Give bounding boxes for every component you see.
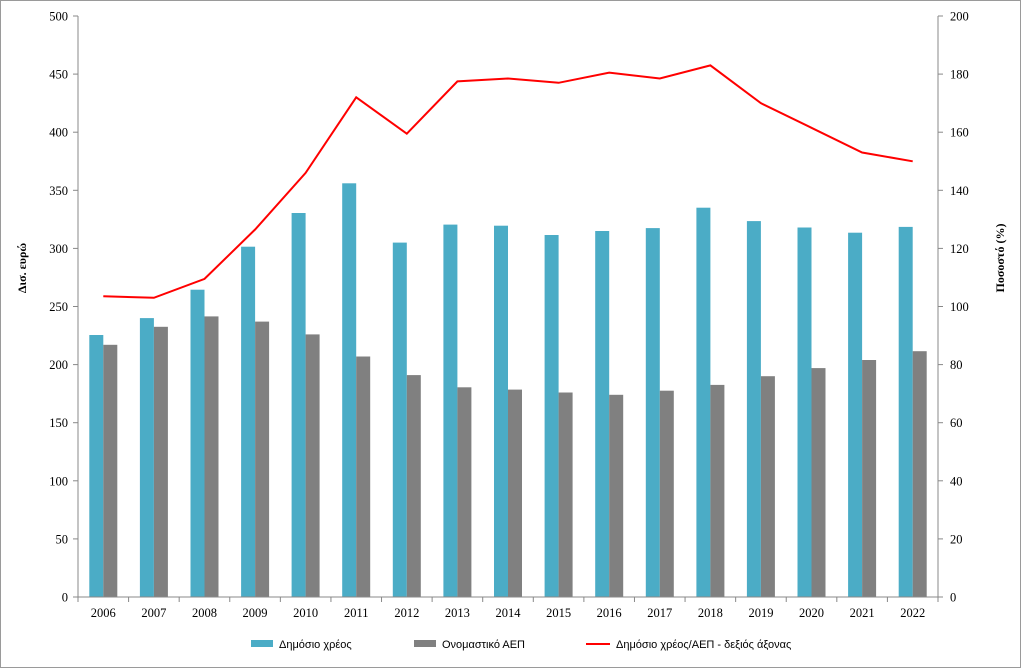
y-right-tick-label-160: 160	[950, 126, 969, 140]
legend-label-nominal-gdp: Ονομαστικό ΑΕΠ	[442, 639, 525, 651]
x-tick-label-2012: 2012	[394, 606, 419, 620]
y-left-tick-label-450: 450	[49, 68, 68, 82]
bar-public-debt-2018	[696, 207, 711, 597]
x-tick-label-2016: 2016	[597, 606, 622, 620]
x-tick-label-2006: 2006	[91, 606, 116, 620]
y-right-tick-label-20: 20	[950, 532, 963, 546]
legend: Δημόσιο χρέος Ονομαστικό ΑΕΠ Δημόσιο χρέ…	[251, 639, 791, 651]
legend-label-debt-to-gdp: Δημόσιο χρέος/ΑΕΠ - δεξιός άξονας	[616, 639, 791, 651]
y-left-tick-label-300: 300	[49, 242, 68, 256]
bar-nominal-gdp-2010	[305, 334, 320, 597]
y-right-tick-label-140: 140	[950, 184, 969, 198]
y-axis-right-title: Ποσοστό (%)	[993, 224, 1007, 293]
bar-public-debt-2021	[848, 232, 863, 597]
bar-public-debt-2019	[746, 221, 761, 597]
y-left-tick-label-350: 350	[49, 184, 68, 198]
bar-public-debt-2011	[342, 183, 357, 598]
x-tick-label-2017: 2017	[647, 606, 672, 620]
bar-public-debt-2009	[241, 246, 256, 597]
y-right-tick-label-180: 180	[950, 68, 969, 82]
x-tick-label-2019: 2019	[748, 606, 773, 620]
legend-swatch-nominal-gdp	[414, 640, 436, 647]
bar-public-debt-2007	[139, 318, 154, 597]
x-tick-label-2021: 2021	[850, 606, 875, 620]
y-left-tick-label-100: 100	[49, 474, 68, 488]
bar-public-debt-2022	[898, 226, 913, 597]
y-right-tick-label-80: 80	[950, 358, 963, 372]
bar-nominal-gdp-2018	[710, 384, 725, 597]
bar-public-debt-2016	[595, 231, 610, 597]
y-right-tick-label-120: 120	[950, 242, 969, 256]
bar-nominal-gdp-2007	[153, 326, 168, 597]
bar-public-debt-2014	[494, 225, 508, 597]
bar-public-debt-2006	[89, 335, 104, 597]
legend-swatch-public-debt	[251, 640, 273, 647]
bar-public-debt-2017	[645, 228, 660, 597]
bar-nominal-gdp-2019	[760, 376, 775, 597]
x-tick-label-2008: 2008	[192, 606, 217, 620]
bar-nominal-gdp-2008	[204, 316, 219, 597]
bar-nominal-gdp-2016	[609, 394, 624, 597]
y-left-tick-label-0: 0	[62, 591, 68, 605]
y-right-tick-label-40: 40	[950, 474, 963, 488]
y-right-tick-label-200: 200	[950, 10, 969, 24]
bar-public-debt-2012	[392, 242, 407, 597]
bar-public-debt-2013	[443, 224, 458, 597]
ticks-layer: 0 50 100 150 200 250 300 350 400 450 500 0 20 40 60 80 1…	[49, 10, 969, 621]
x-tick-label-2011: 2011	[344, 606, 369, 620]
y-left-tick-label-250: 250	[49, 300, 68, 314]
y-right-tick-label-60: 60	[950, 416, 963, 430]
x-tick-label-2020: 2020	[799, 606, 824, 620]
x-tick-label-2018: 2018	[698, 606, 723, 620]
bar-public-debt-2020	[797, 227, 812, 597]
legend-label-public-debt: Δημόσιο χρέος	[279, 639, 352, 651]
y-left-tick-label-50: 50	[56, 532, 69, 546]
x-tick-label-2013: 2013	[445, 606, 470, 620]
line-layer	[103, 64, 913, 299]
y-right-tick-label-100: 100	[950, 300, 969, 314]
y-right-tick-label-0: 0	[950, 591, 956, 605]
bar-nominal-gdp-2013	[457, 387, 472, 597]
x-tick-label-2022: 2022	[900, 606, 925, 620]
bar-nominal-gdp-2012	[406, 375, 421, 597]
x-tick-label-2007: 2007	[141, 606, 166, 620]
bar-nominal-gdp-2015	[558, 392, 573, 597]
bar-nominal-gdp-2011	[356, 356, 371, 597]
x-tick-label-2010: 2010	[293, 606, 318, 620]
bar-nominal-gdp-2017	[659, 390, 674, 597]
bar-nominal-gdp-2014	[508, 389, 522, 597]
bar-nominal-gdp-2021	[862, 360, 877, 597]
x-tick-label-2014: 2014	[496, 606, 522, 620]
y-axis-left-title: Δισ. ευρώ	[15, 243, 29, 294]
bar-public-debt-2008	[190, 289, 205, 597]
bar-nominal-gdp-2006	[103, 344, 118, 597]
y-left-tick-label-200: 200	[49, 358, 68, 372]
x-tick-label-2015: 2015	[546, 606, 571, 620]
bar-nominal-gdp-2022	[912, 351, 927, 597]
bar-public-debt-2010	[291, 213, 306, 597]
x-tick-label-2009: 2009	[243, 606, 268, 620]
y-left-tick-label-500: 500	[49, 10, 68, 24]
bar-nominal-gdp-2020	[811, 368, 826, 597]
y-left-tick-label-400: 400	[49, 126, 68, 140]
bar-nominal-gdp-2009	[255, 321, 270, 597]
y-left-tick-label-150: 150	[49, 416, 68, 430]
bars-layer	[89, 183, 927, 598]
bar-public-debt-2015	[544, 235, 559, 597]
